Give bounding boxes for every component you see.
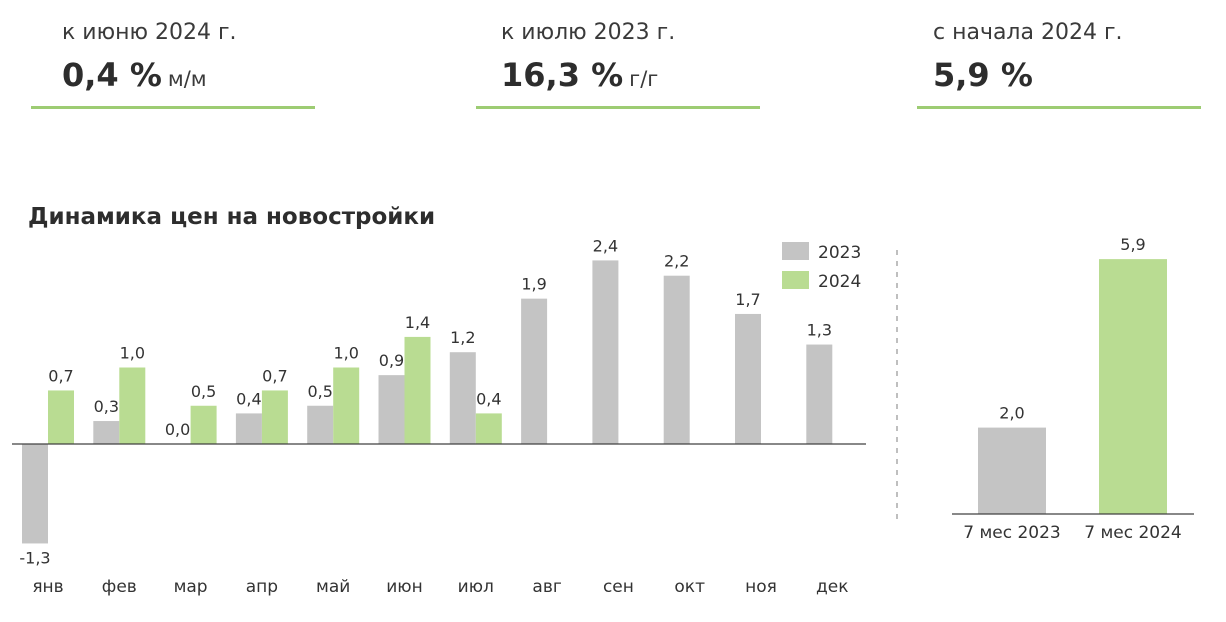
label-2023-7: 1,2 [450, 328, 475, 347]
bar-2023-4 [235, 413, 262, 444]
kpi-ytd-value-row: 5,9 % [933, 56, 1033, 94]
bar-2024-6 [404, 336, 431, 444]
bar-2023-1 [22, 444, 48, 544]
kpi-ytd-label: с начала 2024 г. [933, 20, 1123, 45]
month-tick-label-4: апр [246, 577, 278, 597]
label-2023-11: 1,7 [735, 290, 760, 309]
kpi-ytd-underline [917, 106, 1201, 109]
ytd-category-label-2: 7 мес 2024 [1084, 523, 1182, 543]
label-2024-3: 0,5 [191, 382, 216, 401]
month-tick-label-6: июн [386, 577, 422, 597]
month-tick-label-2: фев [102, 577, 137, 597]
kpi-month-value-row: 0,4 % м/м [62, 56, 207, 94]
label-2023-8: 1,9 [521, 275, 546, 294]
kpi-month-label: к июню 2024 г. [62, 20, 237, 45]
label-2023-2: 0,3 [94, 397, 119, 416]
label-2024-2: 1,0 [120, 344, 145, 363]
month-tick-label-1: янв [32, 577, 63, 597]
label-2023-3: 0,0 [165, 420, 190, 439]
bar-2023-9 [592, 260, 619, 444]
legend-label-2024: 2024 [818, 272, 861, 292]
ytd-category-label-1: 7 мес 2023 [963, 523, 1061, 543]
ytd-bar-2 [1099, 259, 1167, 514]
bar-2023-2 [93, 421, 120, 444]
ytd-value-label-2: 5,9 [1120, 235, 1145, 254]
kpi-month-underline [31, 106, 315, 109]
label-2023-12: 1,3 [807, 321, 832, 340]
chart-title: Динамика цен на новостройки [28, 204, 436, 230]
bar-2023-8 [521, 298, 548, 444]
month-tick-label-11: ноя [745, 577, 777, 597]
label-2024-4: 0,7 [262, 366, 287, 385]
label-2023-6: 0,9 [379, 351, 404, 370]
bar-2024-3 [190, 405, 217, 444]
label-2023-1: -1,3 [19, 548, 50, 567]
label-2023-4: 0,4 [236, 389, 261, 408]
month-tick-label-8: авг [532, 577, 561, 597]
bar-2023-7 [449, 352, 476, 444]
kpi-year-value-row: 16,3 % г/г [501, 56, 658, 94]
bar-2023-12 [806, 344, 833, 444]
bar-2023-5 [307, 405, 334, 444]
label-2024-1: 0,7 [48, 366, 73, 385]
bar-2024-2 [119, 367, 146, 444]
bar-2023-10 [663, 275, 690, 444]
kpi-month-unit: м/м [167, 67, 207, 91]
bar-2023-11 [735, 313, 761, 444]
month-tick-label-3: мар [174, 577, 208, 597]
month-tick-label-12: дек [816, 577, 848, 597]
bar-2023-6 [378, 375, 405, 444]
ytd-value-label-1: 2,0 [999, 404, 1024, 423]
label-2023-9: 2,4 [593, 236, 618, 255]
label-2024-6: 1,4 [405, 313, 430, 332]
month-tick-label-5: май [316, 577, 350, 597]
label-2024-7: 0,4 [476, 389, 501, 408]
label-2023-5: 0,5 [307, 382, 332, 401]
month-tick-label-9: сен [603, 577, 634, 597]
month-tick-label-10: окт [674, 577, 705, 597]
label-2023-10: 2,2 [664, 252, 689, 271]
kpi-year-value: 16,3 % [501, 56, 624, 94]
kpi-year-label: к июлю 2023 г. [501, 20, 676, 45]
legend-label-2023: 2023 [818, 243, 861, 263]
kpi-year-unit: г/г [629, 67, 659, 91]
legend-swatch-2023 [782, 242, 809, 260]
ytd-bar-1 [978, 427, 1046, 514]
kpi-ytd-value: 5,9 % [933, 56, 1033, 94]
month-tick-label-7: июл [458, 577, 494, 597]
bar-2024-5 [333, 367, 360, 444]
bar-2024-1 [48, 390, 74, 444]
label-2024-5: 1,0 [333, 344, 358, 363]
kpi-month-value: 0,4 % [62, 56, 162, 94]
legend-swatch-2024 [782, 271, 809, 289]
bar-2024-7 [475, 413, 502, 444]
bar-2024-4 [261, 390, 288, 444]
kpi-year-underline [476, 106, 760, 109]
